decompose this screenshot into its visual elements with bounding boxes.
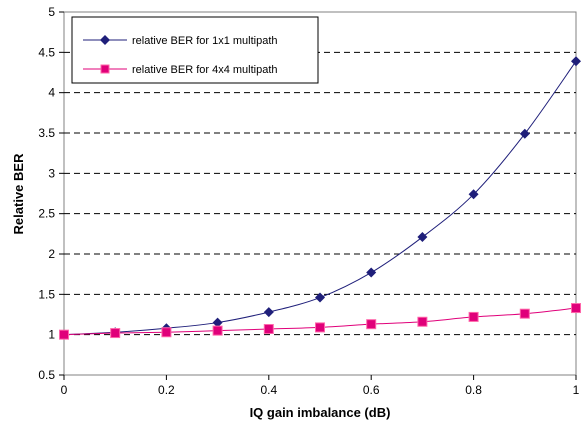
legend: relative BER for 1x1 multipath relative … [71,16,319,84]
y-tick-label: 2 [48,247,55,261]
x-tick-labels: 0 0.2 0.4 0.6 0.8 1 [61,375,580,397]
y-tick-label: 2.5 [38,207,55,221]
legend-marker-1x1 [100,35,110,45]
x-tick-label: 0.2 [158,383,175,397]
legend-label-1x1: relative BER for 1x1 multipath [132,35,278,47]
data-point [263,307,274,318]
data-point [59,329,69,340]
data-point [519,308,530,319]
y-tick-label: 1.5 [38,287,55,301]
series-1 [59,303,581,340]
y-tick-labels: 0.5 1 1.5 2 2.5 3 3.5 4 4.5 5 [38,5,64,382]
data-point [366,267,377,278]
y-tick-label: 3.5 [38,126,55,140]
x-axis-title: IQ gain imbalance (dB) [250,405,391,420]
legend-marker-4x4 [100,64,110,74]
data-point [519,128,530,139]
y-tick-label: 4 [48,86,55,100]
data-point [366,319,377,330]
y-tick-label: 5 [48,5,55,19]
x-tick-label: 0.8 [465,383,482,397]
data-point [212,325,223,336]
x-tick-label: 0.4 [260,383,277,397]
x-tick-label: 0 [61,383,68,397]
x-tick-label: 1 [573,383,580,397]
data-point [571,303,581,314]
data-point [110,328,121,339]
y-tick-label: 0.5 [38,368,55,382]
data-point [263,324,274,335]
legend-box [71,16,319,84]
x-tick-label: 0.6 [363,383,380,397]
legend-label-4x4: relative BER for 4x4 multipath [132,64,278,76]
series-line [63,60,577,336]
data-point [417,232,428,243]
y-tick-label: 1 [48,328,55,342]
data-point [315,322,325,333]
data-point [417,316,428,327]
data-point [212,317,223,328]
data-point [468,189,479,200]
data-point [468,311,479,322]
data-point [161,327,172,338]
y-axis-title: Relative BER [11,153,26,235]
y-tick-label: 4.5 [38,45,55,59]
y-tick-label: 3 [48,166,55,180]
data-point [571,56,581,67]
data-point [315,292,325,303]
series-layer [59,56,581,340]
